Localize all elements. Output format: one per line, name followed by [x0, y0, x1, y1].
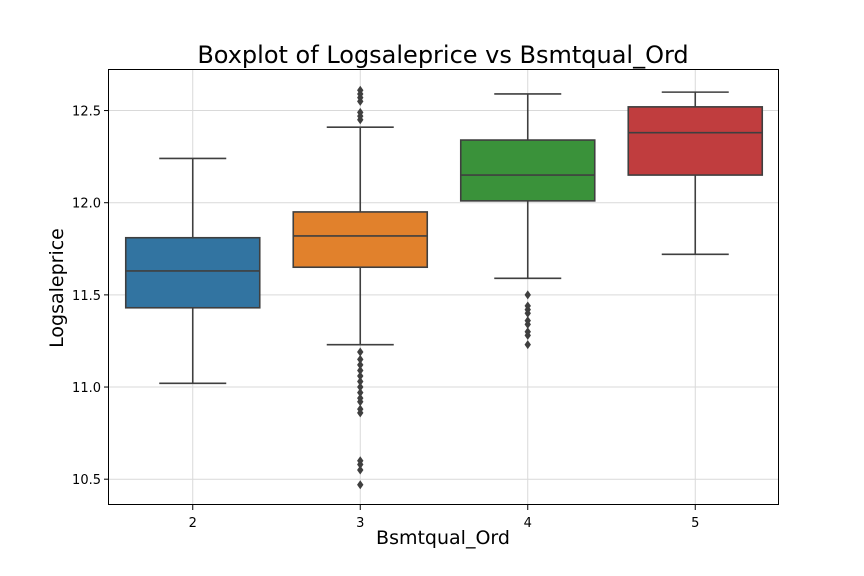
- outlier-point: [524, 327, 531, 337]
- y-tick-label: 10.5: [72, 473, 101, 488]
- outlier-point: [357, 107, 364, 117]
- outlier-point: [524, 316, 531, 326]
- x-tick-label: 5: [691, 516, 699, 531]
- outlier-point: [357, 480, 364, 490]
- outlier-point: [357, 404, 364, 414]
- outlier-point: [357, 360, 364, 370]
- box-group-5: [627, 91, 764, 256]
- box-group-2: [124, 157, 261, 385]
- outlier-point: [357, 365, 364, 375]
- outlier-point: [357, 465, 364, 475]
- x-axis-label: Bsmtqual_Ord: [376, 527, 510, 549]
- outlier-point: [357, 371, 364, 381]
- y-tick-label: 11.5: [72, 289, 101, 304]
- outlier-point: [357, 85, 364, 95]
- ticks-layer: 10.5 11.0 11.5 12.0 12.5 2 3 4 5: [72, 105, 699, 531]
- outlier-point: [357, 393, 364, 403]
- outlier-point: [524, 290, 531, 300]
- y-tick-label: 11.0: [72, 381, 101, 396]
- iqr-box: [459, 139, 596, 202]
- x-tick-label: 3: [356, 516, 364, 531]
- plot-frame: [108, 69, 779, 505]
- iqr-box: [124, 236, 261, 309]
- x-tick-label: 4: [524, 516, 532, 531]
- outlier-point: [357, 456, 364, 466]
- outlier-point: [357, 388, 364, 398]
- outlier-point: [524, 301, 531, 311]
- outlier-point: [357, 347, 364, 357]
- y-tick-label: 12.0: [72, 197, 101, 212]
- y-axis-label: Logsaleprice: [46, 228, 68, 348]
- y-tick-label: 12.5: [72, 105, 101, 120]
- box-group-3: [292, 85, 429, 490]
- outlier-point: [357, 377, 364, 386]
- x-tick-label: 2: [189, 516, 197, 531]
- outlier-point: [357, 354, 364, 364]
- boxes-layer: [124, 85, 764, 490]
- chart-title: Boxplot of Logsaleprice vs Bsmtqual_Ord: [197, 41, 688, 69]
- box-group-4: [459, 93, 596, 350]
- outlier-point: [357, 382, 364, 392]
- outlier-point: [524, 340, 531, 350]
- iqr-box: [292, 211, 429, 269]
- iqr-box: [627, 106, 764, 176]
